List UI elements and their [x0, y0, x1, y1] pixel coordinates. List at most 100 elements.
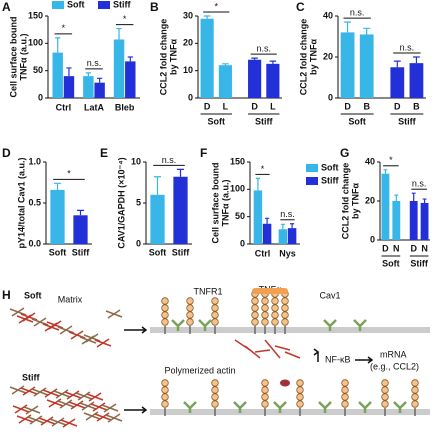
error-bar: [393, 60, 401, 68]
legend-label: Stiff: [321, 175, 339, 185]
legend-swatch: [52, 1, 64, 9]
y-tick-label: 50: [33, 65, 43, 75]
label: Cav1: [319, 290, 340, 300]
y-tick-label: 10: [131, 156, 141, 166]
receptor-domain: [271, 297, 279, 305]
group-label: Soft: [208, 116, 226, 126]
legend-label: Soft: [67, 0, 85, 9]
bar: [200, 18, 214, 98]
matrix-fiber: [85, 411, 99, 421]
x-tick-label: Nys: [279, 248, 296, 258]
caveolin: [171, 319, 185, 331]
y-tick-label: 10: [183, 65, 193, 75]
receptor-domain: [341, 379, 349, 387]
y-axis-label: TNFα (a.u.): [18, 33, 28, 80]
significance-label: n.s.: [350, 8, 365, 18]
bar: [63, 76, 75, 98]
x-tick-label: D: [410, 243, 417, 253]
receptor-domain: [161, 379, 169, 387]
error-bar: [411, 192, 416, 201]
bar: [73, 215, 88, 244]
y-tick-label: 0: [240, 238, 245, 248]
significance-label: n.s.: [162, 155, 177, 165]
x-tick-label: L: [270, 101, 276, 111]
matrix-fiber: [14, 404, 28, 414]
significance-label: n.s.: [87, 58, 102, 68]
y-tick-label: 100: [28, 38, 43, 48]
significance-label: *: [62, 23, 66, 33]
y-tick-label: 150: [230, 156, 245, 166]
receptor-domain: [296, 379, 304, 387]
receptor-domain: [296, 400, 304, 408]
significance-label: *: [123, 14, 127, 24]
significance-label: n.s.: [280, 209, 295, 219]
error-bar: [344, 21, 352, 33]
matrix-fiber: [11, 385, 25, 395]
matrix-fiber: [44, 322, 58, 332]
matrix-fiber: [29, 415, 43, 425]
x-tick-label: D: [251, 101, 258, 111]
matrix-fiber: [22, 386, 36, 396]
actin: [264, 339, 281, 359]
label: TNFR1: [194, 286, 223, 296]
matrix-fiber: [11, 307, 25, 317]
receptor-domain: [281, 318, 289, 326]
matrix-fiber: [96, 338, 110, 348]
x-tick-label: N: [393, 243, 400, 253]
matrix-fiber: [96, 412, 110, 422]
significance-label: *: [67, 169, 71, 179]
matrix-fiber: [70, 400, 84, 410]
error-bar: [116, 27, 122, 40]
bar: [113, 39, 125, 98]
receptor-domain: [161, 393, 169, 401]
matrix-fiber: [59, 399, 73, 409]
bar: [390, 67, 405, 98]
matrix-fiber: [103, 403, 117, 413]
receptor-domain: [281, 297, 289, 305]
matrix-fiber: [51, 417, 65, 427]
error-bar: [422, 198, 427, 203]
error-bar: [55, 37, 61, 53]
receptor-domain: [211, 304, 219, 312]
y-tick-label: 40: [323, 10, 333, 20]
receptor-domain: [411, 386, 419, 394]
receptor-domain: [261, 400, 269, 408]
matrix-fiber: [18, 414, 32, 424]
receptor-domain: [161, 386, 169, 394]
receptor-domain: [261, 297, 269, 305]
matrix-fiber: [18, 314, 32, 324]
group-label: Soft: [382, 258, 400, 268]
receptor-domain: [281, 304, 289, 312]
legend-swatch: [306, 177, 318, 185]
y-tick-label: 30: [183, 10, 193, 20]
y-tick-label: 0.5: [28, 197, 41, 207]
caveolin: [318, 401, 332, 413]
bar: [278, 229, 288, 244]
x-tick-label: Bleb: [115, 102, 135, 112]
significance-label: n.s.: [256, 43, 271, 53]
arrow: [124, 406, 148, 414]
error-bar: [264, 217, 270, 224]
bar: [248, 59, 262, 98]
matrix-fiber: [66, 390, 80, 400]
label: mRNA: [380, 349, 407, 359]
matrix-fiber: [25, 405, 39, 415]
bar: [266, 63, 280, 98]
significance-label: *: [389, 155, 393, 165]
y-tick-label: 50: [235, 211, 245, 221]
arrow: [313, 348, 320, 362]
y-axis-label: TNFα (a.u.): [220, 179, 230, 226]
x-tick-label: Ctrl: [56, 102, 72, 112]
panel-letter: E: [100, 146, 108, 160]
legend-label: Stiff: [113, 0, 131, 9]
significance-label: *: [261, 164, 265, 174]
label: NF-κB: [325, 354, 351, 364]
receptor-domain: [411, 379, 419, 387]
error-bar: [66, 67, 72, 77]
receptor-domain: [186, 304, 194, 312]
panel-letter: F: [200, 146, 207, 160]
receptor-domain: [296, 386, 304, 394]
group-label: Stiff: [398, 116, 416, 126]
receptor-domain: [261, 393, 269, 401]
receptor-domain: [271, 311, 279, 319]
